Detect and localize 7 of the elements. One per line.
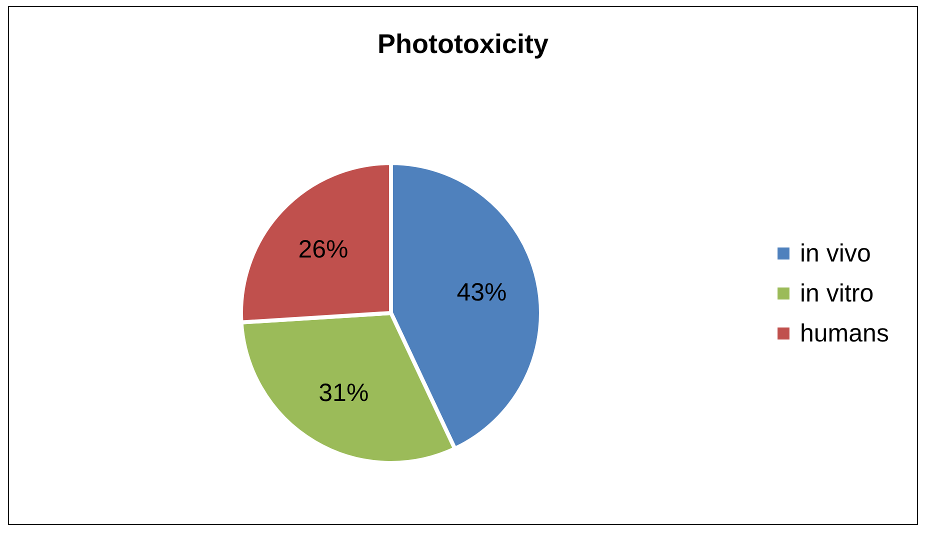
chart-title: Phototoxicity — [377, 29, 549, 59]
data-label: 43% — [456, 278, 507, 307]
data-label: 26% — [298, 235, 348, 264]
legend-label: in vitro — [800, 280, 874, 308]
data-label: 31% — [318, 379, 369, 408]
legend-label: humans — [800, 320, 889, 348]
legend-label: in vivo — [800, 240, 871, 268]
